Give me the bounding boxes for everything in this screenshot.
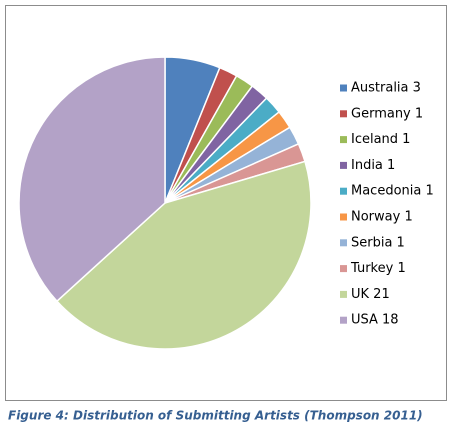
legend-label: Norway 1 [351,210,413,225]
legend-label: Macedonia 1 [351,184,434,199]
legend-marker [340,161,347,169]
legend-label: USA 18 [351,313,399,328]
legend-label: Turkey 1 [350,261,406,276]
legend-marker [340,265,347,273]
legend-marker [340,136,347,144]
legend-label: Iceland 1 [351,132,410,147]
legend-marker [340,213,347,221]
legend-marker [340,187,347,195]
legend-marker [340,290,347,298]
legend-marker [340,316,347,324]
pie-slice [18,56,166,303]
legend-marker [340,110,347,118]
legend-marker [340,239,347,247]
legend-label: Australia 3 [351,81,421,96]
caption: Figure 4: Distribution of Submitting Art… [8,409,423,423]
legend-label: Germany 1 [351,106,423,121]
legend-label: UK 21 [351,287,390,302]
legend-label: Serbia 1 [351,235,405,250]
legend-label: India 1 [351,158,395,173]
legend-marker [340,84,347,92]
pie-slice [55,160,312,350]
